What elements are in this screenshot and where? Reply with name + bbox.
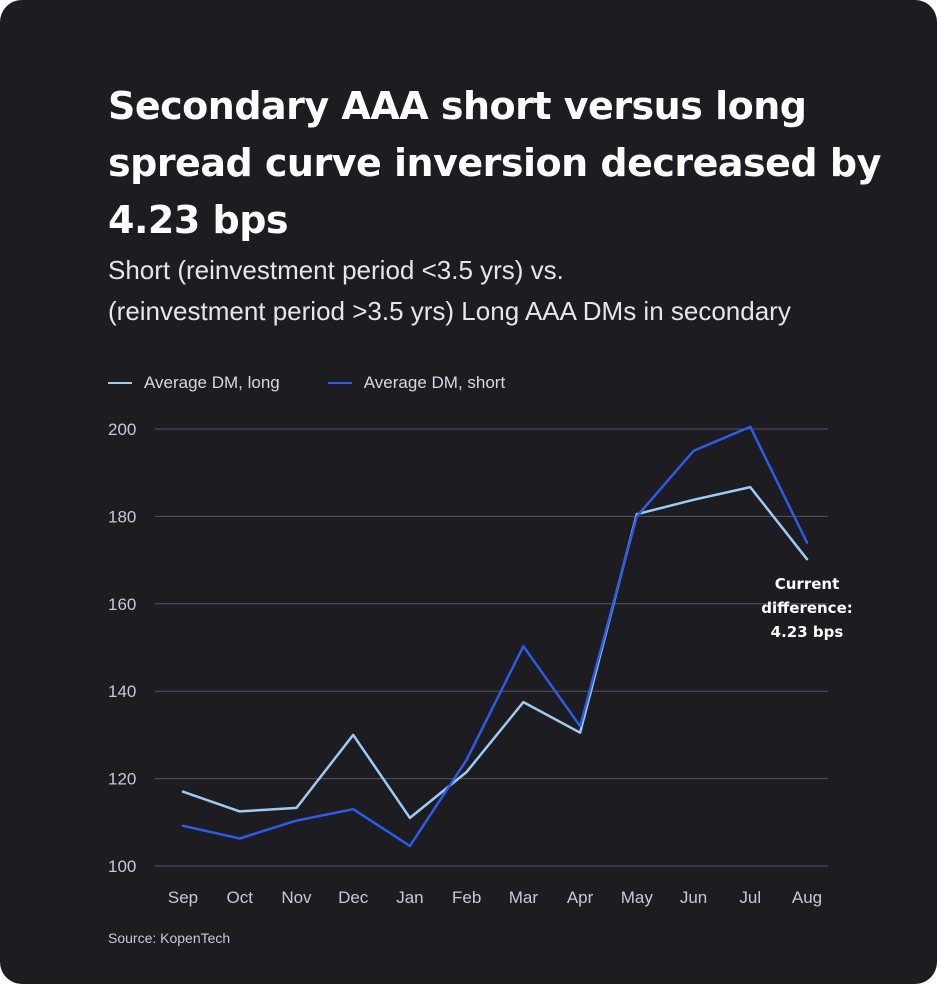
source-note: Source: KopenTech <box>108 930 231 946</box>
y-axis: 100 120 140 160 180 200 <box>108 420 136 876</box>
series-line-long <box>181 485 809 820</box>
y-tick-label-200: 200 <box>108 420 136 439</box>
y-tick-label-120: 120 <box>108 770 136 789</box>
annotation-line-2: difference: <box>761 599 853 617</box>
current-difference-annotation: Current difference: 4.23 bps <box>761 575 853 641</box>
x-tick-label-apr: Apr <box>567 888 594 907</box>
chart-subtitle: Short (reinvestment period <3.5 yrs) vs.… <box>108 250 898 332</box>
chart-title: Secondary AAA short versus long spread c… <box>108 84 881 242</box>
legend-swatch-short <box>327 382 352 384</box>
gridlines <box>155 428 828 867</box>
subtitle-line-1: Short (reinvestment period <3.5 yrs) vs. <box>108 255 564 285</box>
x-tick-label-mar: Mar <box>509 888 539 907</box>
y-tick-label-180: 180 <box>108 507 136 526</box>
series-line-short <box>181 425 809 848</box>
legend-label-short: Average DM, short <box>363 373 506 392</box>
x-tick-label-feb: Feb <box>452 888 481 907</box>
y-tick-label-140: 140 <box>108 682 136 701</box>
x-tick-label-aug: Aug <box>792 888 822 907</box>
x-tick-label-oct: Oct <box>227 888 254 907</box>
legend-swatch-long <box>108 382 132 384</box>
y-tick-label-160: 160 <box>108 595 136 614</box>
legend-item-long: Average DM, long <box>108 373 280 393</box>
x-tick-label-sep: Sep <box>168 888 198 907</box>
x-tick-label-may: May <box>621 888 654 907</box>
x-axis: Sep Oct Nov Dec Jan Feb Mar Apr May Jun Jul Aug <box>168 888 822 907</box>
legend-label-long: Average DM, long <box>144 373 280 392</box>
subtitle-line-2: (reinvestment period >3.5 yrs) Long AAA … <box>108 296 791 326</box>
x-tick-label-jun: Jun <box>680 888 707 907</box>
x-tick-label-jul: Jul <box>739 888 761 907</box>
x-tick-label-jan: Jan <box>396 888 423 907</box>
x-tick-label-nov: Nov <box>281 888 312 907</box>
x-tick-label-dec: Dec <box>338 888 369 907</box>
annotation-line-1: Current <box>775 575 840 593</box>
annotation-line-3: 4.23 bps <box>771 623 844 641</box>
chart-legend: Average DM, long Average DM, short <box>108 372 553 394</box>
y-tick-label-100: 100 <box>108 857 136 876</box>
legend-item-short: Average DM, short <box>327 373 506 393</box>
